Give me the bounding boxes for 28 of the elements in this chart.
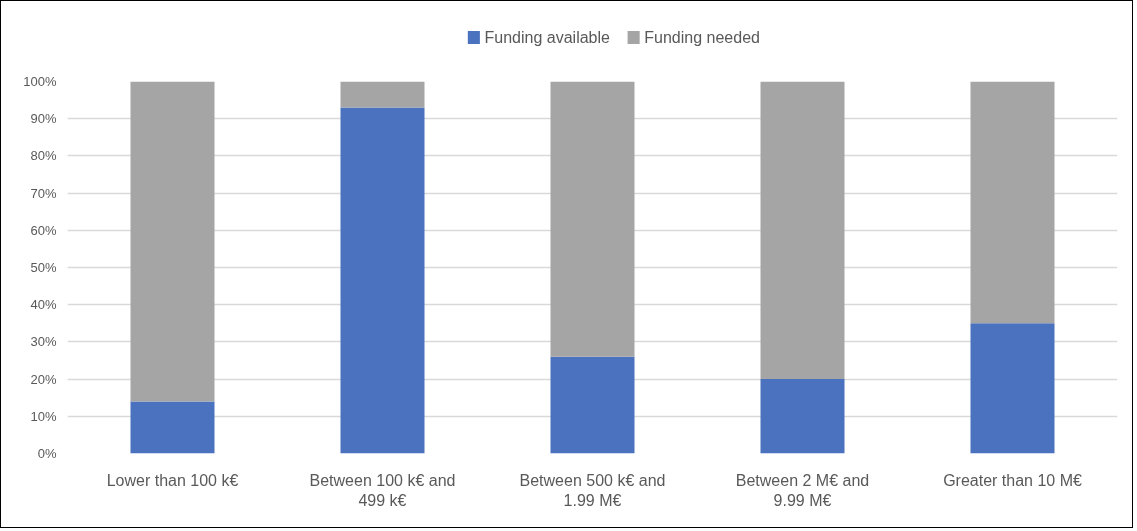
y-tick-label: 60% xyxy=(30,222,57,238)
y-tick-label: 100% xyxy=(23,74,57,89)
bar xyxy=(340,81,425,108)
bar xyxy=(550,81,635,357)
x-tick-label: Between 500 k€ and 1.99 M€ xyxy=(519,471,666,509)
bar xyxy=(970,323,1055,454)
y-tick-label: 0% xyxy=(37,446,57,461)
bar xyxy=(130,81,215,402)
y-tick-label: 20% xyxy=(30,371,57,387)
y-tick-label: 80% xyxy=(30,148,57,164)
bar xyxy=(760,379,845,454)
y-tick-label: 40% xyxy=(30,297,57,313)
x-tick-label: Between 100 k€ and 499 k€ xyxy=(309,471,456,509)
bar xyxy=(340,107,425,454)
bar xyxy=(760,81,845,380)
bar xyxy=(130,401,215,454)
legend-label: Funding available xyxy=(484,29,611,46)
legend-label: Funding needed xyxy=(644,29,760,46)
y-tick-label: 90% xyxy=(30,111,57,127)
y-tick-label: 10% xyxy=(30,408,57,424)
x-tick-label: Lower than 100 k€ xyxy=(106,471,239,489)
x-tick-label: Greater than 10 M€ xyxy=(943,471,1082,489)
x-tick-label: Between 2 M€ and 9.99 M€ xyxy=(735,471,870,509)
bar xyxy=(970,81,1055,324)
bar xyxy=(550,356,635,454)
y-tick-label: 30% xyxy=(30,334,57,350)
y-tick-label: 70% xyxy=(30,185,57,201)
y-tick-label: 50% xyxy=(30,260,57,275)
